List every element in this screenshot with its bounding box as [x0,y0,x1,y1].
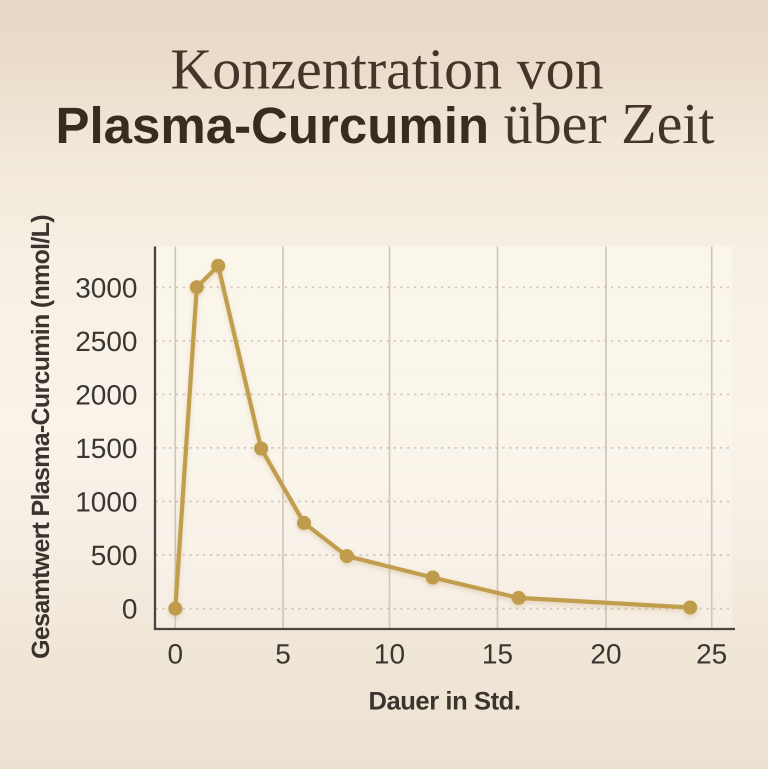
svg-text:3000: 3000 [75,272,137,303]
svg-text:15: 15 [482,638,513,669]
svg-text:2500: 2500 [75,326,137,357]
svg-text:0: 0 [122,594,138,625]
svg-text:0: 0 [168,638,184,669]
svg-text:Gesamtwert Plasma-Curcumin (nm: Gesamtwert Plasma-Curcumin (nmol/L) [27,215,55,659]
svg-text:20: 20 [590,638,621,669]
svg-text:5: 5 [275,638,291,669]
svg-text:Plasma-Curcumin über Zeit: Plasma-Curcumin über Zeit [55,91,714,156]
svg-text:Konzentration von: Konzentration von [170,36,603,101]
svg-text:1500: 1500 [75,433,137,464]
svg-text:2000: 2000 [75,379,137,410]
svg-text:1000: 1000 [75,487,137,518]
svg-text:500: 500 [91,540,138,571]
svg-text:10: 10 [374,638,405,669]
svg-text:25: 25 [696,638,727,669]
svg-text:Dauer in Std.: Dauer in Std. [368,688,520,716]
